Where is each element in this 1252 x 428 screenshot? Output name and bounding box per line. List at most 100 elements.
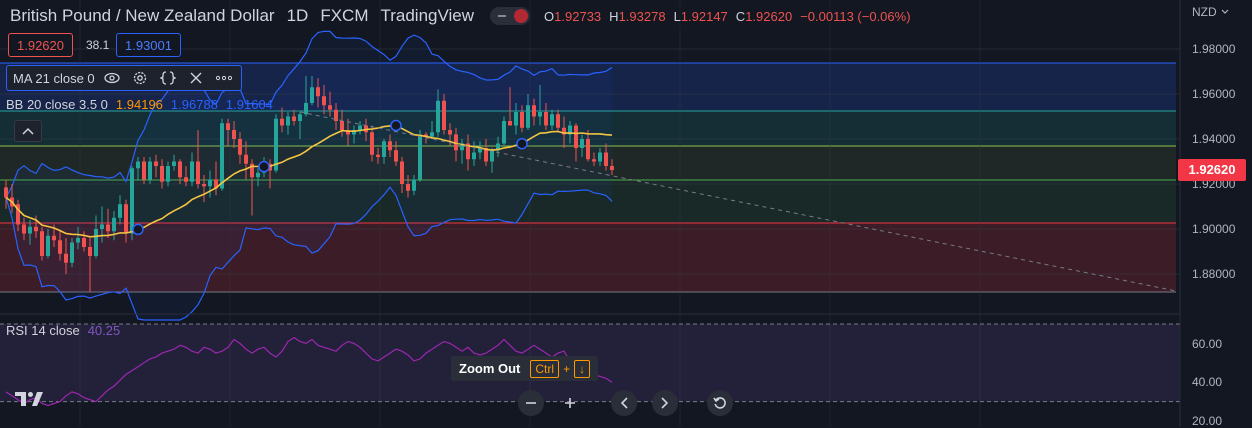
- candle: [604, 143, 608, 171]
- candle: [76, 226, 80, 250]
- candle-body: [346, 130, 350, 135]
- candle: [370, 125, 374, 162]
- candle: [232, 121, 236, 148]
- candle-body: [430, 132, 434, 137]
- candle: [190, 152, 194, 187]
- rsi-label: RSI 14 close: [6, 322, 80, 338]
- candle: [316, 78, 320, 108]
- candle-body: [604, 152, 608, 166]
- candle-body: [478, 148, 482, 153]
- candle-body: [166, 166, 170, 182]
- bollinger-bands: [5, 30, 613, 321]
- braces-icon[interactable]: [157, 69, 179, 87]
- currency-selector[interactable]: NZD: [1192, 5, 1229, 19]
- zone-bands: [0, 62, 1176, 293]
- ctrl-key: Ctrl: [530, 359, 560, 378]
- candle: [172, 154, 176, 171]
- symbol-title[interactable]: British Pound / New Zealand Dollar: [10, 6, 275, 25]
- candle-body: [196, 161, 200, 184]
- scroll-right-button[interactable]: [652, 390, 678, 416]
- candle: [130, 166, 134, 241]
- candle: [328, 91, 332, 117]
- candle-body: [418, 134, 422, 180]
- candle-body: [574, 125, 578, 148]
- candle-body: [64, 253, 68, 263]
- reset-chart-button[interactable]: [707, 390, 733, 416]
- ohlc-change: −0.00113 (−0.06%): [800, 8, 911, 24]
- candle-body: [148, 161, 152, 180]
- candle-body: [454, 134, 458, 151]
- candle: [430, 121, 434, 139]
- interval[interactable]: 1D: [286, 6, 309, 25]
- candle-body: [268, 163, 272, 171]
- zoom-out-button[interactable]: [518, 390, 544, 416]
- candle-body: [406, 184, 410, 191]
- rsi-line: [5, 336, 613, 407]
- ma-legend[interactable]: MA 21 close 0: [6, 65, 242, 91]
- arrow-down-key: ↓: [574, 359, 591, 378]
- candle: [400, 157, 404, 193]
- candle-body: [82, 238, 86, 247]
- price-axis-label: 1.98000: [1192, 42, 1236, 56]
- chevron-left-icon: [620, 397, 628, 409]
- tradingview-logo[interactable]: [14, 388, 44, 410]
- tooltip-label: Zoom Out: [459, 361, 521, 376]
- shortcut-plus: +: [563, 361, 571, 376]
- candle: [256, 168, 260, 187]
- candle: [358, 121, 362, 135]
- rsi-value: 40.25: [87, 322, 121, 338]
- candle-body: [394, 150, 398, 162]
- candle-body: [526, 105, 530, 128]
- buy-button[interactable]: 1.93001: [116, 33, 181, 57]
- candle-body: [562, 127, 566, 135]
- candle-body: [496, 143, 500, 151]
- candle-body: [94, 229, 98, 256]
- plus-icon: [565, 398, 575, 408]
- gear-icon[interactable]: [129, 69, 151, 87]
- candle: [412, 175, 416, 196]
- bb-legend[interactable]: BB 20 close 3.5 0 1.94196 1.96788 1.9160…: [6, 94, 273, 114]
- candle: [496, 136, 500, 157]
- candle-body: [592, 159, 596, 162]
- trend-line: [299, 111, 1177, 292]
- candle: [574, 123, 578, 162]
- rsi-legend[interactable]: RSI 14 close 40.25: [6, 321, 120, 339]
- candle-body: [286, 116, 290, 126]
- candle-body: [52, 235, 56, 241]
- zoom-in-button[interactable]: [557, 390, 583, 416]
- shortcut-hint: Ctrl + ↓: [530, 359, 591, 378]
- candle: [280, 107, 284, 133]
- candle: [136, 157, 140, 180]
- candle: [334, 103, 338, 130]
- candle: [166, 161, 170, 187]
- candle: [310, 76, 314, 106]
- candle-body: [376, 154, 380, 157]
- market-status-toggle[interactable]: [490, 7, 531, 25]
- candle: [406, 175, 410, 198]
- candle-body: [508, 121, 512, 126]
- sell-button[interactable]: 1.92620: [8, 33, 73, 57]
- price-axis-label: 1.94000: [1192, 132, 1236, 146]
- ma-label: MA 21 close 0: [13, 70, 95, 86]
- spread-value: 38.1: [86, 38, 110, 52]
- moving-average-line: [5, 119, 613, 238]
- chevron-up-icon: [22, 127, 34, 135]
- scroll-left-button[interactable]: [611, 390, 637, 416]
- candle-body: [340, 121, 344, 130]
- candle-body: [88, 247, 92, 256]
- candle: [502, 116, 506, 146]
- close-icon[interactable]: [185, 69, 207, 87]
- ohlc-open: O1.92733: [544, 8, 602, 24]
- candle: [250, 159, 254, 216]
- candle: [292, 109, 296, 126]
- price-axis-label: 1.96000: [1192, 87, 1236, 101]
- candle-body: [28, 226, 32, 234]
- eye-icon[interactable]: [101, 69, 123, 87]
- more-icon[interactable]: [213, 69, 235, 87]
- candle-body: [202, 184, 206, 187]
- collapse-legend-button[interactable]: [14, 120, 42, 142]
- ohlc-low: L1.92147: [673, 8, 728, 24]
- minus-icon: [526, 402, 536, 404]
- candle: [112, 211, 116, 241]
